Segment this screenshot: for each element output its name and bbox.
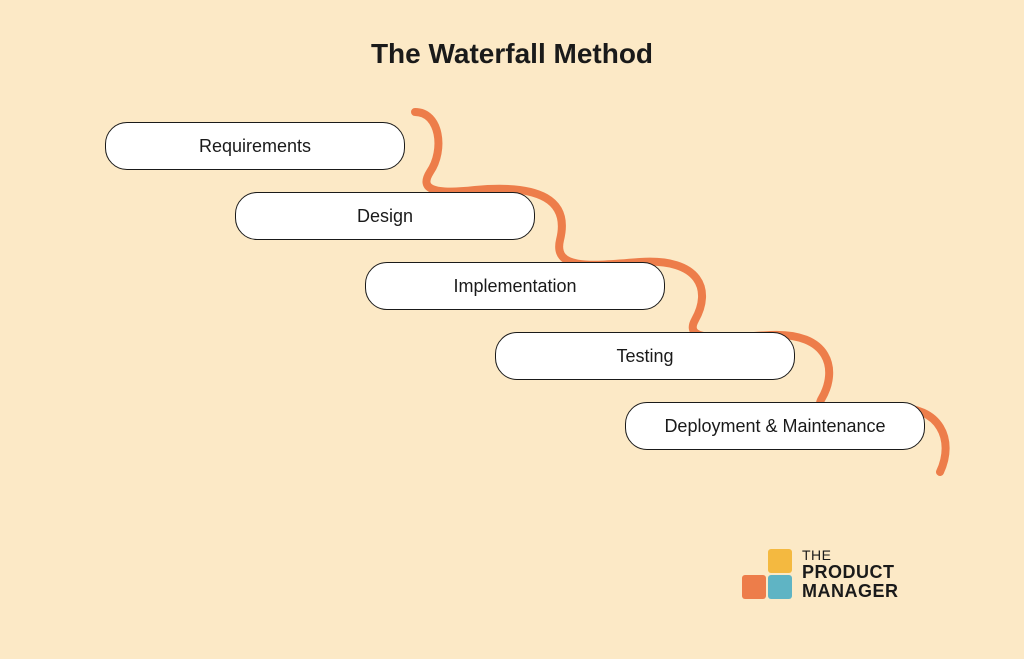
step-label: Implementation	[453, 276, 576, 297]
logo-square-top	[768, 549, 792, 573]
logo-line3: MANAGER	[802, 582, 899, 601]
logo-square-bottom-right	[768, 575, 792, 599]
step-box: Requirements	[105, 122, 405, 170]
step-box: Implementation	[365, 262, 665, 310]
logo-line1: THE	[802, 548, 899, 563]
logo-squares-icon	[742, 549, 792, 599]
step-box: Design	[235, 192, 535, 240]
logo-text: THE PRODUCT MANAGER	[802, 548, 899, 600]
diagram-title: The Waterfall Method	[0, 38, 1024, 70]
brand-logo: THE PRODUCT MANAGER	[742, 548, 899, 600]
step-box: Testing	[495, 332, 795, 380]
step-label: Testing	[616, 346, 673, 367]
logo-line2: PRODUCT	[802, 563, 899, 582]
step-label: Requirements	[199, 136, 311, 157]
diagram-canvas: The Waterfall Method Requirements Design I…	[0, 0, 1024, 659]
step-label: Deployment & Maintenance	[664, 416, 885, 437]
step-box: Deployment & Maintenance	[625, 402, 925, 450]
step-label: Design	[357, 206, 413, 227]
logo-square-bottom-left	[742, 575, 766, 599]
